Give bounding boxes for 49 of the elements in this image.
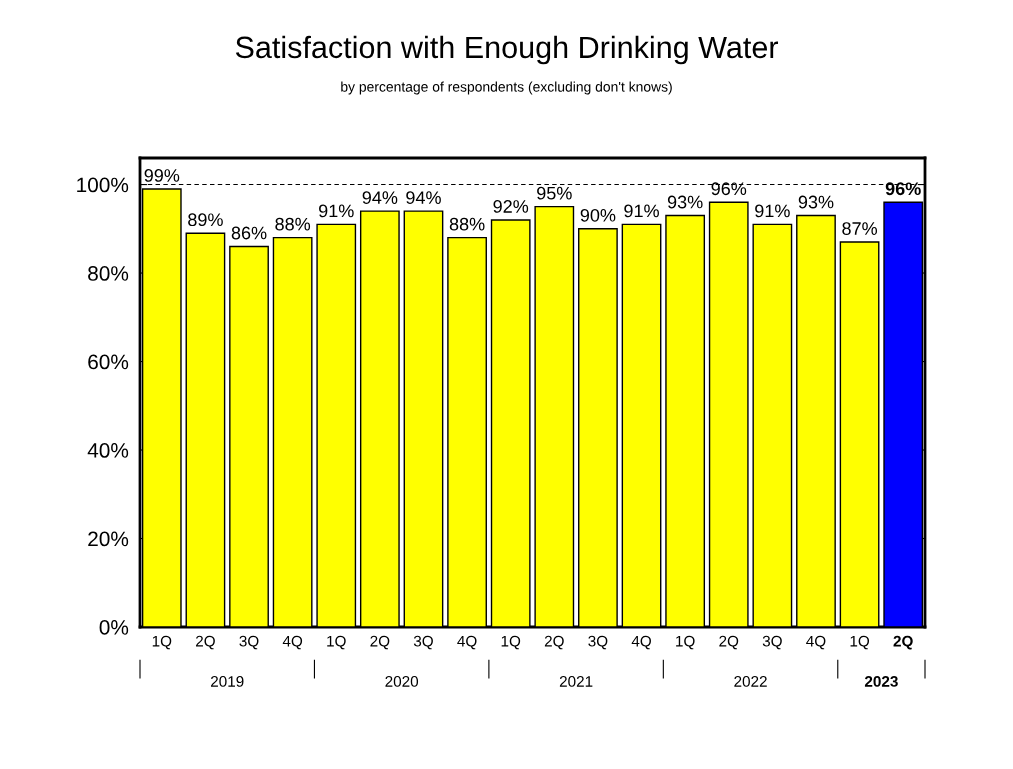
x-tick-label: 2Q — [893, 635, 913, 650]
text: 2022 — [734, 676, 767, 687]
data-label: 89% — [188, 213, 223, 227]
x-tick-label: 3Q — [588, 635, 608, 650]
text: 2023 — [864, 676, 898, 687]
data-label: 90% — [580, 208, 616, 222]
chart-subtitle: by percentage of respondents (excluding don't knows) — [341, 81, 672, 95]
data-label: 95% — [537, 186, 572, 200]
data-label: 96% — [711, 182, 747, 196]
y-tick-label: 40% — [87, 443, 129, 458]
y-tick-label: 20% — [88, 531, 129, 547]
data-label: 93% — [798, 195, 834, 209]
chart-title: Satisfaction with Enough Drinking Water — [235, 35, 779, 65]
x-tick-label: 1Q — [676, 635, 695, 650]
data-label: 91% — [319, 204, 354, 218]
x-tick-label: 3Q — [762, 635, 782, 650]
x-tick-label: 1Q — [501, 635, 521, 650]
data-label: 88% — [449, 217, 485, 231]
y-tick-label: 100% — [77, 177, 129, 193]
data-label: 88% — [275, 217, 311, 231]
x-tick-label: 3Q — [239, 635, 259, 650]
data-label: 93% — [667, 195, 703, 209]
data-label: 96% — [885, 182, 921, 196]
x-tick-label: 2Q — [719, 635, 739, 650]
y-tick-label: 60% — [88, 354, 129, 370]
y-tick-label: 80% — [88, 266, 129, 281]
x-tick-label: 1Q — [850, 635, 870, 650]
data-label: 94% — [406, 191, 441, 204]
text: 2019 — [211, 676, 244, 687]
y-tick-label: 0% — [99, 620, 129, 635]
x-tick-label: 1Q — [327, 635, 346, 650]
data-label: 91% — [755, 204, 790, 218]
x-tick-label: 4Q — [282, 635, 303, 650]
data-label: 86% — [231, 226, 267, 240]
x-tick-label: 4Q — [631, 635, 651, 650]
data-label: 99% — [144, 169, 180, 182]
data-label: 92% — [493, 200, 529, 213]
x-tick-label: 2Q — [370, 635, 390, 650]
x-tick-label: 2Q — [544, 635, 564, 650]
data-label: 87% — [842, 222, 878, 235]
text: 2020 — [385, 676, 419, 687]
x-tick-label: 4Q — [806, 635, 826, 650]
text: 2021 — [559, 676, 593, 687]
x-tick-label: 4Q — [457, 635, 477, 650]
data-label: 94% — [362, 191, 398, 204]
data-label: 91% — [624, 204, 659, 218]
x-tick-label: 3Q — [413, 635, 433, 650]
x-tick-label: 1Q — [152, 635, 172, 650]
x-tick-label: 2Q — [196, 635, 215, 650]
